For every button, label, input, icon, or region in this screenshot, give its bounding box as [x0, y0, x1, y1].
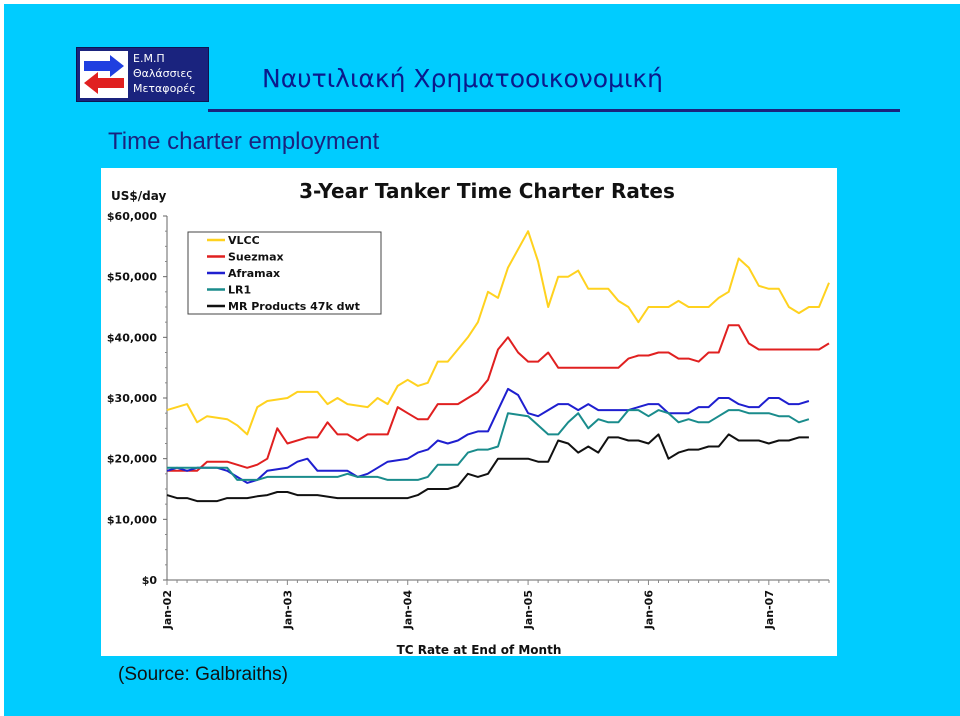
x-tick-label: Jan-05 [522, 590, 535, 630]
chart-series [166, 230, 830, 503]
x-axis-label: TC Rate at End of Month [397, 643, 562, 656]
legend-entry: VLCC [228, 234, 260, 247]
chart-title: 3-Year Tanker Time Charter Rates [299, 179, 675, 203]
slide-subtitle: Time charter employment [108, 128, 380, 155]
y-tick-label: $10,000 [107, 513, 157, 526]
y-axis-label: US$/day [111, 189, 166, 203]
slide-frame-left [0, 0, 4, 716]
x-tick-label: Jan-02 [161, 590, 174, 630]
arrows-icon [80, 51, 128, 98]
x-tick-label: Jan-06 [642, 590, 655, 631]
logo-text: Ε.Μ.Π Θαλάσσιες Μεταφορές [133, 51, 207, 96]
chart-panel: 3-Year Tanker Time Charter Rates US$/day… [101, 168, 837, 657]
legend-entry: LR1 [228, 284, 251, 297]
series-line-suezmax [167, 324, 830, 472]
tanker-rates-chart: 3-Year Tanker Time Charter Rates US$/day… [101, 168, 837, 657]
series-line-aframax [166, 387, 810, 484]
header-divider [208, 109, 900, 112]
legend-entry: MR Products 47k dwt [228, 300, 360, 313]
logo-line: Θαλάσσιες [133, 67, 193, 80]
logo-line: Μεταφορές [133, 82, 196, 95]
y-tick-label: $50,000 [107, 271, 157, 284]
source-note: (Source: Galbraiths) [118, 664, 289, 685]
series-line-mr-products-47k-dwt [166, 433, 809, 503]
series-line-vlcc [166, 230, 830, 436]
x-tick-label: Jan-04 [402, 590, 415, 631]
x-tick-label: Jan-07 [763, 590, 776, 630]
slide-frame-top [0, 0, 960, 4]
y-tick-label: $20,000 [107, 453, 157, 466]
y-tick-label: $60,000 [107, 210, 157, 223]
y-tick-label: $0 [142, 574, 158, 587]
chart-legend: VLCC Suezmax Aframax LR1 MR Products 47k dwt [187, 231, 382, 315]
legend-entry: Suezmax [228, 251, 284, 264]
series-line-lr1 [167, 409, 810, 481]
legend-entry: Aframax [228, 267, 280, 280]
x-tick-label: Jan-03 [281, 590, 294, 630]
chart-axes: $0 $10,000 $20,000 $30,000 $40,000 $50,000 $60… [107, 210, 830, 631]
page-title: Ναυτιλιακή Χρηματοοικονομική [262, 64, 663, 93]
y-tick-label: $30,000 [107, 392, 157, 405]
ntua-logo: Ε.Μ.Π Θαλάσσιες Μεταφορές [76, 47, 209, 102]
y-tick-label: $40,000 [107, 331, 157, 344]
logo-line: Ε.Μ.Π [133, 52, 165, 65]
